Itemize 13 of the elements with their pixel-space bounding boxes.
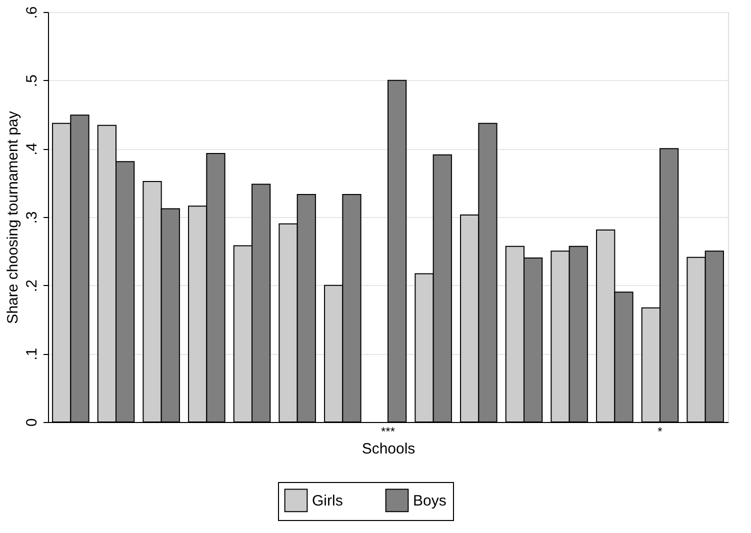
y-tick-label: 0	[24, 418, 40, 427]
y-tick-label: .4	[24, 142, 40, 156]
legend-label: Boys	[413, 492, 446, 510]
y-tick-label: .1	[24, 348, 40, 360]
x-axis-title: Schools	[362, 440, 416, 458]
legend-label: Girls	[312, 492, 343, 510]
x-tick-label: ***	[380, 424, 396, 438]
y-tick-label: .2	[24, 280, 40, 292]
y-tick-label: .5	[24, 74, 40, 88]
x-tick-label: *	[658, 424, 663, 438]
y-axis-title: Share choosing tournament pay	[4, 110, 22, 324]
y-tick-label: .3	[24, 211, 40, 224]
y-tick-label: .6	[24, 6, 40, 19]
